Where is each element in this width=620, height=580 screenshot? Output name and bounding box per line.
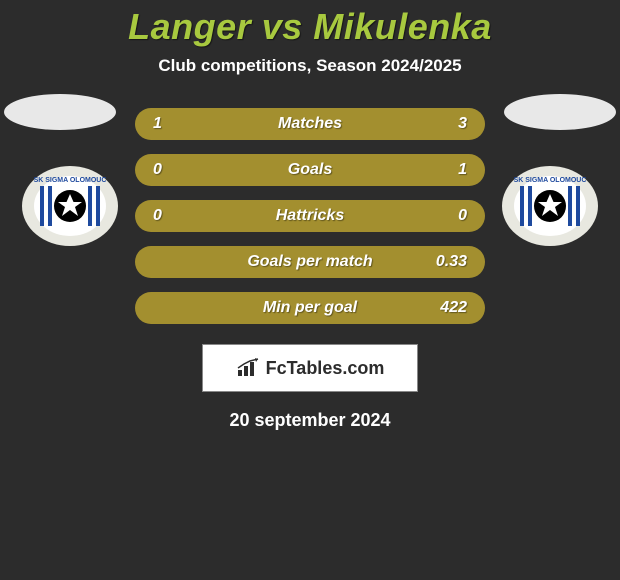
stat-rows: 1 Matches 3 0 Goals 1 0 Hattricks 0 Goal… xyxy=(135,108,485,324)
brand-box[interactable]: FcTables.com xyxy=(202,344,418,392)
sigma-badge-icon: SK SIGMA OLOMOUC xyxy=(20,164,120,248)
stat-label: Min per goal xyxy=(135,299,485,317)
stats-area: SK SIGMA OLOMOUC SK SIGMA OLOMOUC xyxy=(0,108,620,431)
stat-row-goals-per-match: Goals per match 0.33 xyxy=(135,246,485,278)
stat-row-matches: 1 Matches 3 xyxy=(135,108,485,140)
stat-row-min-per-goal: Min per goal 422 xyxy=(135,292,485,324)
subtitle: Club competitions, Season 2024/2025 xyxy=(0,56,620,76)
club-badge-right: SK SIGMA OLOMOUC xyxy=(500,164,600,248)
page-title: Langer vs Mikulenka xyxy=(0,6,620,48)
sigma-badge-icon: SK SIGMA OLOMOUC xyxy=(500,164,600,248)
player-photo-right xyxy=(504,94,616,130)
badge-text-top: SK SIGMA OLOMOUC xyxy=(514,177,587,184)
stat-label: Goals xyxy=(135,161,485,179)
stat-row-goals: 0 Goals 1 xyxy=(135,154,485,186)
badge-text-top: SK SIGMA OLOMOUC xyxy=(34,177,107,184)
date-text: 20 september 2024 xyxy=(0,410,620,431)
brand-text: FcTables.com xyxy=(266,358,385,379)
club-badge-left: SK SIGMA OLOMOUC xyxy=(20,164,120,248)
stat-row-hattricks: 0 Hattricks 0 xyxy=(135,200,485,232)
stat-label: Matches xyxy=(135,115,485,133)
player-photo-left xyxy=(4,94,116,130)
stat-label: Goals per match xyxy=(135,253,485,271)
stat-label: Hattricks xyxy=(135,207,485,225)
bar-chart-icon xyxy=(236,358,262,378)
